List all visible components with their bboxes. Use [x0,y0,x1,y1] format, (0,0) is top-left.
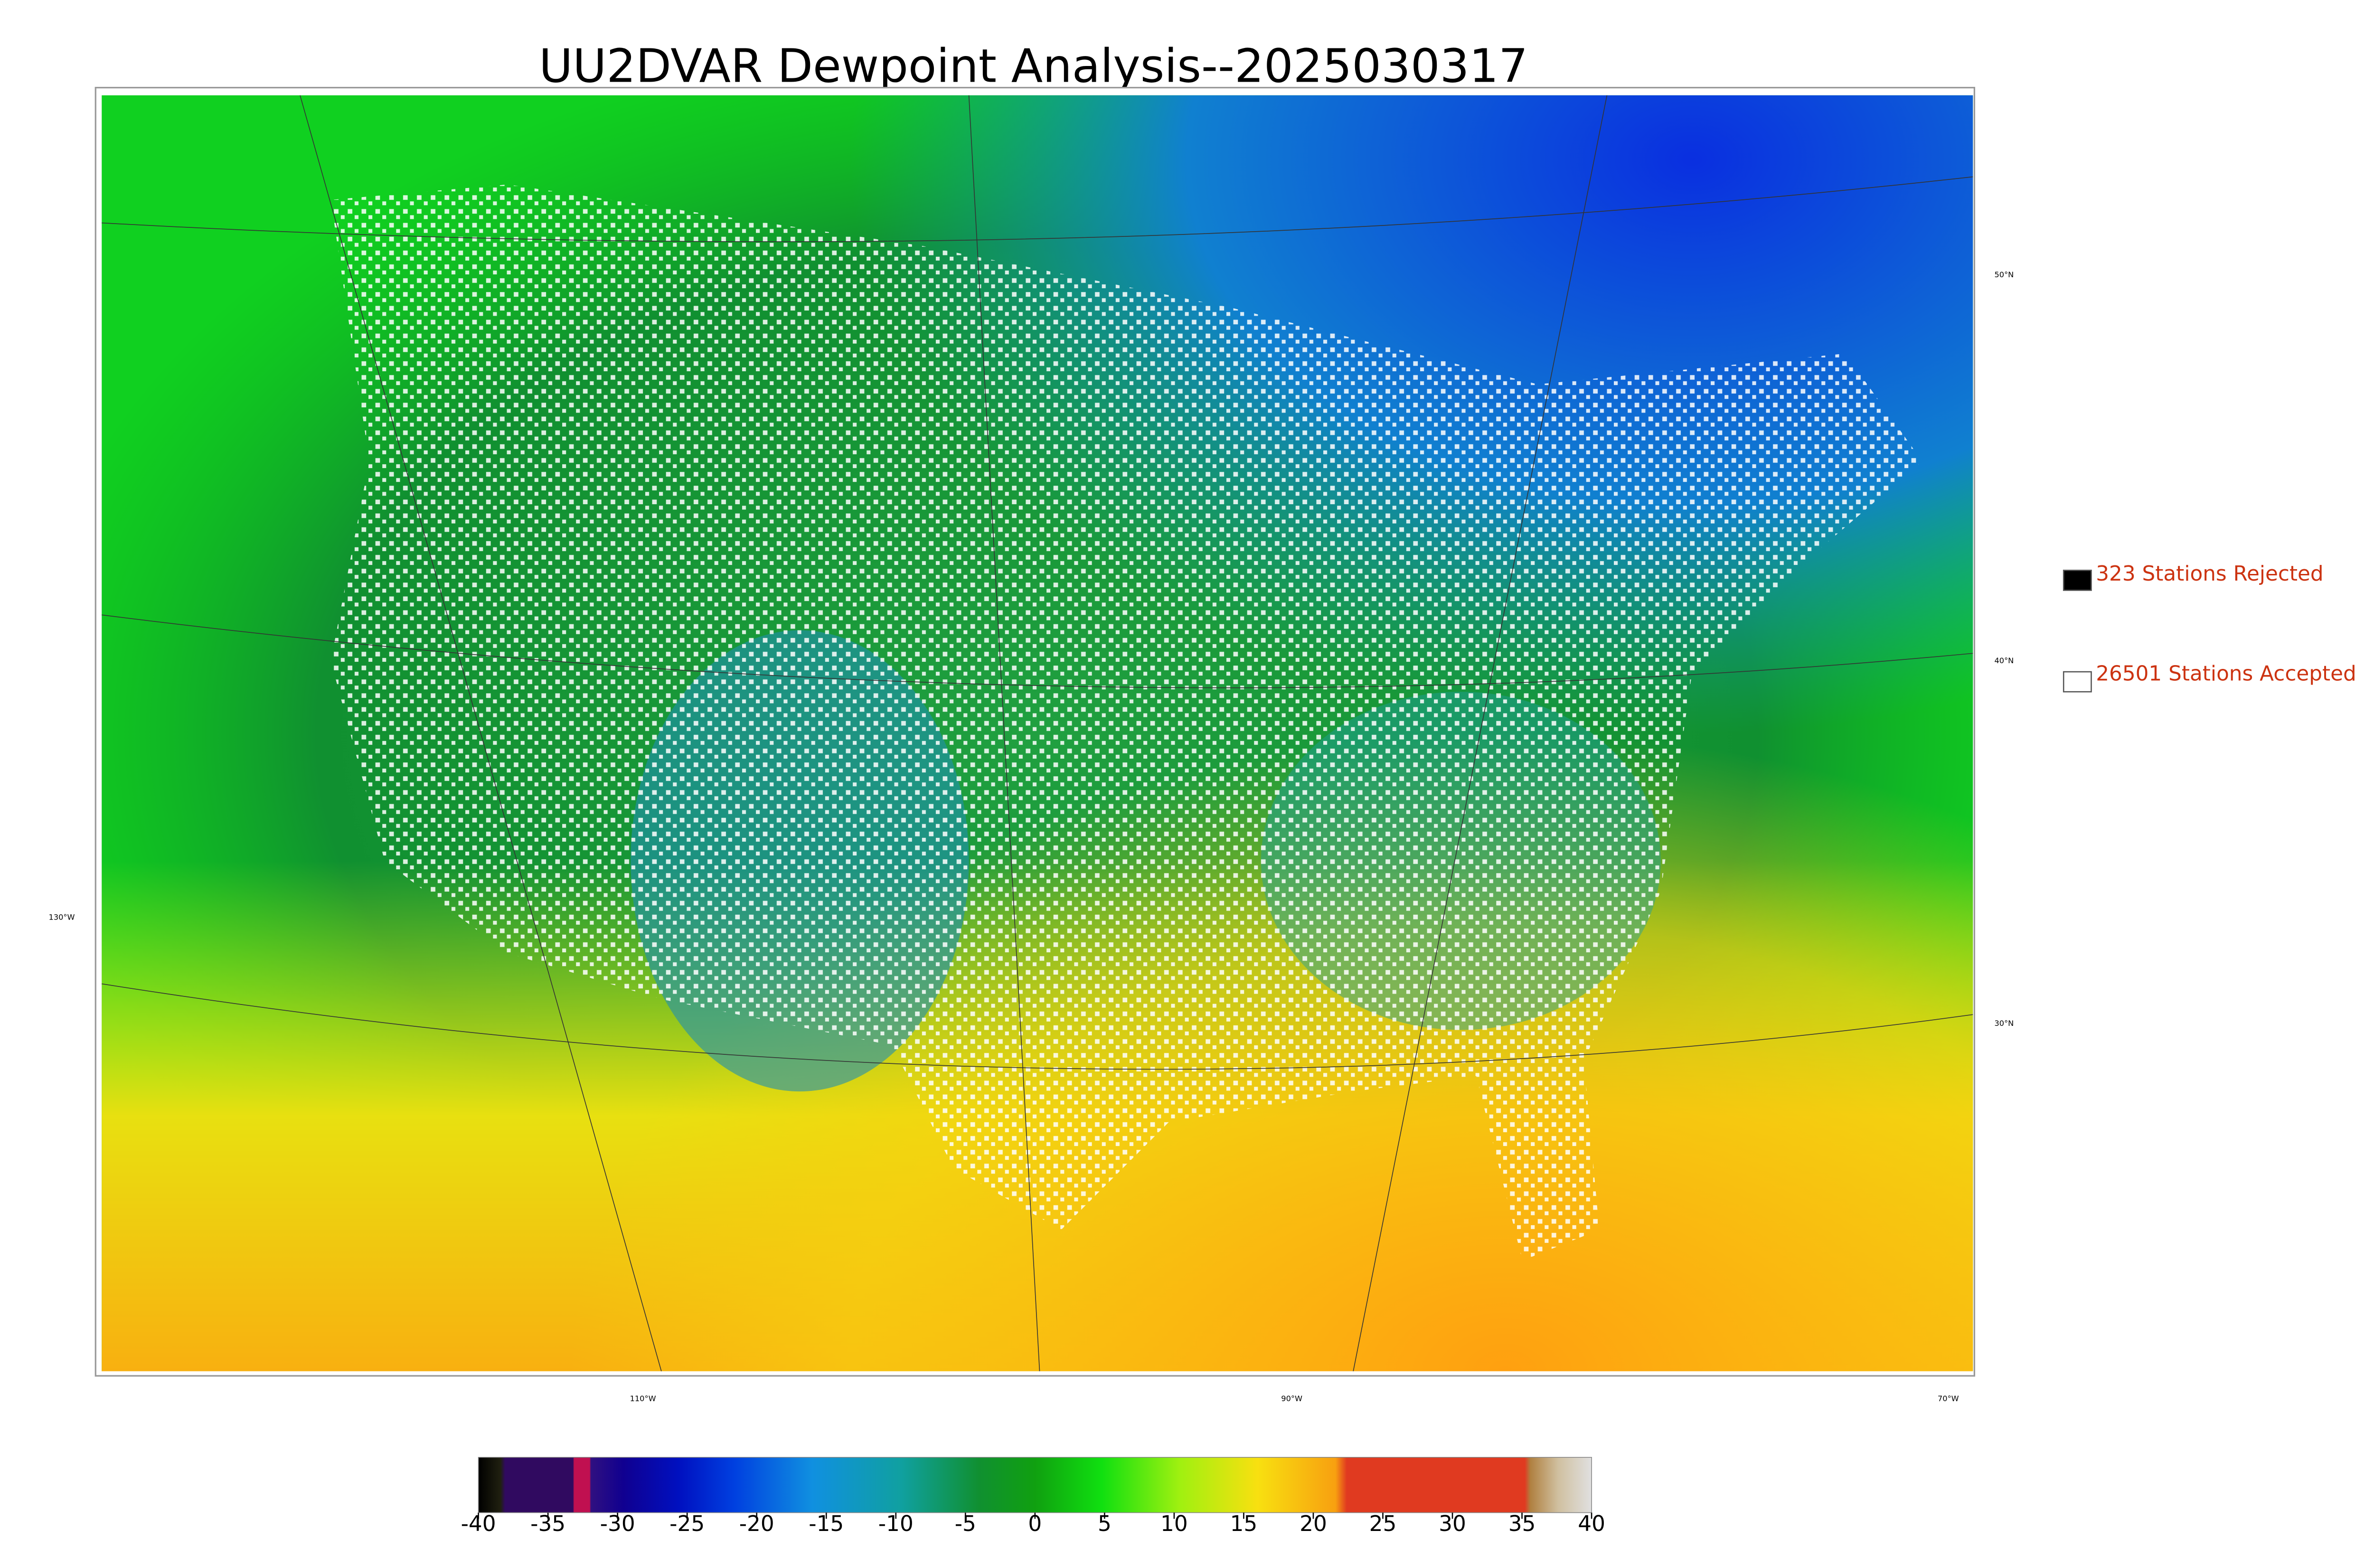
map [94,86,1976,1377]
title: UU2DVAR Dewpoint Analysis--2025030317 [539,39,1528,93]
legend-label: 323 Stations Rejected [2096,562,2323,586]
colorbar-tick-label: 30 [1439,1511,1466,1536]
lat-label: 40°N [1995,656,2014,665]
colorbar-tick-label: 15 [1230,1511,1258,1536]
lat-label: 30°N [1995,1019,2014,1028]
legend-label: 26501 Stations Accepted [2096,662,2356,686]
lon-label: 90°W [1281,1394,1302,1403]
lon-label: 130°W [49,913,75,922]
colorbar-tick-label: -25 [669,1511,705,1536]
colorbar [478,1457,1592,1513]
legend-swatch [2063,671,2092,693]
colorbar-tick-label: 25 [1369,1511,1397,1536]
colorbar-tick-label: -15 [809,1511,844,1536]
colorbar-tick-label: -40 [461,1511,496,1536]
colorbar-tick-label: -5 [955,1511,976,1536]
colorbar-tick-label: 5 [1098,1511,1112,1536]
lat-label: 50°N [1995,270,2014,279]
colorbar-tick-label: 20 [1300,1511,1327,1536]
colorbar-tick-label: -10 [878,1511,914,1536]
colorbar-tick-label: 40 [1578,1511,1605,1536]
colorbar-tick-label: -20 [739,1511,774,1536]
colorbar-tick-label: -35 [530,1511,565,1536]
lon-label: 110°W [630,1394,656,1403]
legend: 323 Stations Rejected 26501 Stations Acc… [2063,562,2356,693]
legend-swatch [2063,570,2092,591]
colorbar-tick-label: 0 [1028,1511,1042,1536]
colorbar-tick-label: -30 [600,1511,635,1536]
colorbar-tick-label: 35 [1508,1511,1536,1536]
lon-label: 70°W [1938,1394,1959,1403]
colorbar-tick-label: 10 [1160,1511,1188,1536]
